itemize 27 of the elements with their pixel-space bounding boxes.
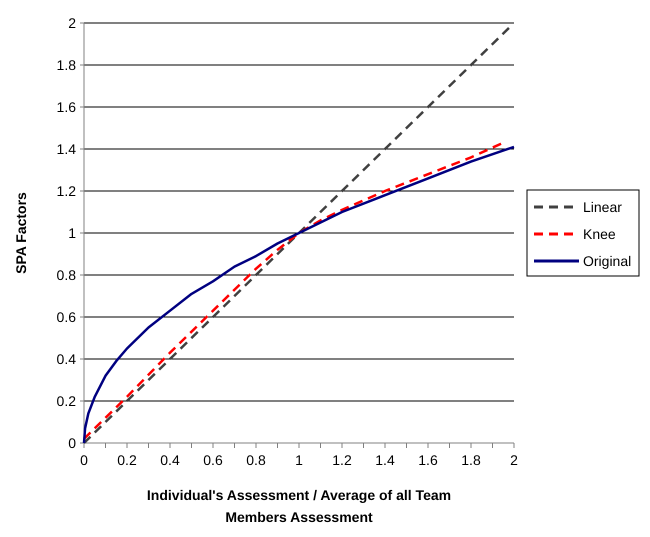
x-tick-label: 0 <box>80 452 88 468</box>
x-tick-label: 1.6 <box>418 452 438 468</box>
y-tick-label: 1.2 <box>56 182 76 199</box>
y-tick-label: 0.4 <box>56 350 76 367</box>
x-axis-title: Individual's Assessment / Average of all Team Members Assessment <box>146 487 452 525</box>
y-tick-label: 0.6 <box>56 308 76 325</box>
legend-label: Knee <box>583 226 616 242</box>
x-tick-label: 0.2 <box>117 452 137 468</box>
y-tick-label: 0.8 <box>56 266 76 283</box>
x-tick-label: 1.4 <box>375 452 395 468</box>
y-tick-label: 1.8 <box>56 56 76 73</box>
x-tick-label: 0.6 <box>203 452 223 468</box>
y-tick-label: 1 <box>68 224 76 241</box>
x-tick-label: 1.8 <box>461 452 481 468</box>
y-tick-label: 1.6 <box>56 98 76 115</box>
y-tick-label: 2 <box>68 14 76 31</box>
legend-label: Linear <box>583 198 622 215</box>
y-tick-label: 1.4 <box>56 140 76 157</box>
x-tick-label: 2 <box>510 452 518 468</box>
y-axis-title: SPA Factors <box>13 192 29 274</box>
x-tick-label: 0.4 <box>160 452 180 468</box>
y-tick-label: 0.2 <box>56 392 76 409</box>
x-tick-label: 1 <box>295 452 304 468</box>
x-tick-label: 0.8 <box>246 452 266 468</box>
y-tick-label: 0 <box>68 434 76 451</box>
legend-label: Original <box>583 252 632 269</box>
x-tick-label: 1.2 <box>332 452 352 468</box>
